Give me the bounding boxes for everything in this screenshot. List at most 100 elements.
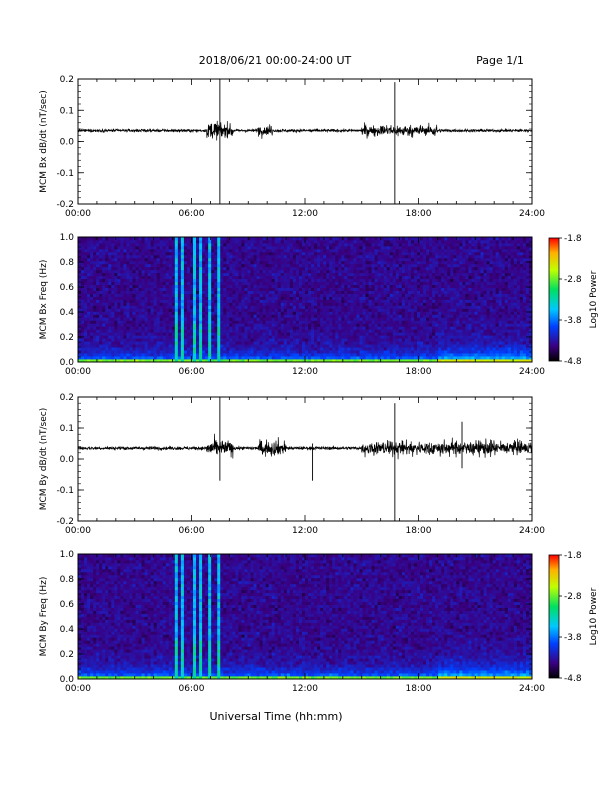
spectrogram-cell [129,270,132,273]
spectrogram-cell [311,302,314,305]
spectrogram-cell [108,249,111,252]
spectrogram-cell [87,356,90,359]
spectrogram-cell [190,308,193,311]
spectrogram-cell [332,243,335,246]
spectrogram-cell [344,326,347,329]
spectrogram-cell [132,249,135,252]
spectrogram-cell [117,291,120,294]
spectrogram-cell [251,261,254,264]
spectrogram-cell [426,291,429,294]
spectrogram-cell [114,320,117,323]
spectrogram-cell [384,314,387,317]
spectrogram-cell [257,279,260,282]
spectrogram-cell [251,350,254,353]
spectrogram-cell [148,255,151,258]
spectrogram-cell [178,341,181,344]
spectrogram-cell [429,344,432,347]
spectrogram-cell [272,288,275,291]
spectrogram-cell [145,270,148,273]
spectrogram-cell [139,332,142,335]
spectrogram-cell [229,291,232,294]
spectrogram-cell [338,240,341,243]
spectrogram-cell [408,302,411,305]
spectrogram-cell [281,317,284,320]
spectrogram-cell [366,323,369,326]
spectrogram-cell [287,332,290,335]
spectrogram-cell [384,326,387,329]
spectrogram-cell [293,288,296,291]
spectrogram-cell [378,300,381,303]
spectrogram-cell [260,300,263,303]
spectrogram-cell [172,285,175,288]
spectrogram-cell [405,258,408,261]
spectrogram-cell [120,311,123,314]
spectrogram-cell [369,314,372,317]
spectrogram-cell [229,308,232,311]
spectrogram-cell [154,261,157,264]
spectrogram-cell [154,291,157,294]
spectrogram-cell [220,252,223,255]
spectrogram-cell [199,308,202,311]
spectrogram-cell [326,252,329,255]
spectrogram-cell [99,356,102,359]
spectrogram-cell [375,300,378,303]
spectrogram-cell [366,261,369,264]
spectrogram-cell [263,317,266,320]
spectrogram-cell [305,267,308,270]
spectrogram-cell [378,353,381,356]
spectrogram-cell [266,285,269,288]
spectrogram-cell [420,344,423,347]
spectrogram-cell [254,350,257,353]
spectrogram-cell [402,297,405,300]
spectrogram-cell [372,300,375,303]
spectrogram-cell [275,252,278,255]
spectrogram-cell [120,300,123,303]
spectrogram-cell [217,270,220,273]
spectrogram-cell [96,264,99,267]
spectrogram-cell [308,353,311,356]
spectrogram-cell [257,261,260,264]
spectrogram-cell [378,276,381,279]
spectrogram-cell [308,341,311,344]
spectrogram-cell [402,326,405,329]
spectrogram-cell [251,267,254,270]
spectrogram-cell [414,320,417,323]
spectrogram-cell [344,347,347,350]
spectrogram-cell [114,273,117,276]
spectrogram-cell [356,323,359,326]
spectrogram-cell [241,267,244,270]
spectrogram-cell [311,308,314,311]
spectrogram-cell [111,273,114,276]
spectrogram-cell [353,329,356,332]
spectrogram-cell [314,308,317,311]
spectrogram-cell [378,297,381,300]
spectrogram-cell [157,243,160,246]
spectrogram-cell [117,270,120,273]
spectrogram-cell [272,326,275,329]
spectrogram-cell [417,305,420,308]
spectrogram-cell [426,267,429,270]
spectrogram-cell [178,302,181,305]
spectrogram-cell [341,311,344,314]
spectrogram-cell [314,320,317,323]
spectrogram-cell [393,243,396,246]
spectrogram-cell [290,294,293,297]
spectrogram-cell [148,347,151,350]
spectrogram-cell [363,264,366,267]
spectrogram-cell [329,350,332,353]
spectrogram-cell [296,314,299,317]
spectrogram-cell [356,255,359,258]
spectrogram-cell [99,279,102,282]
spectrogram-cell [399,350,402,353]
spectrogram-cell [126,344,129,347]
spectrogram-cell [314,341,317,344]
spectrogram-cell [235,252,238,255]
spectrogram-cell [390,311,393,314]
spectrogram-cell [93,353,96,356]
spectrogram-cell [414,249,417,252]
spectrogram-cell [117,350,120,353]
spectrogram-cell [393,305,396,308]
spectrogram-cell [114,264,117,267]
spectrogram-cell [326,297,329,300]
spectrogram-cell [90,258,93,261]
